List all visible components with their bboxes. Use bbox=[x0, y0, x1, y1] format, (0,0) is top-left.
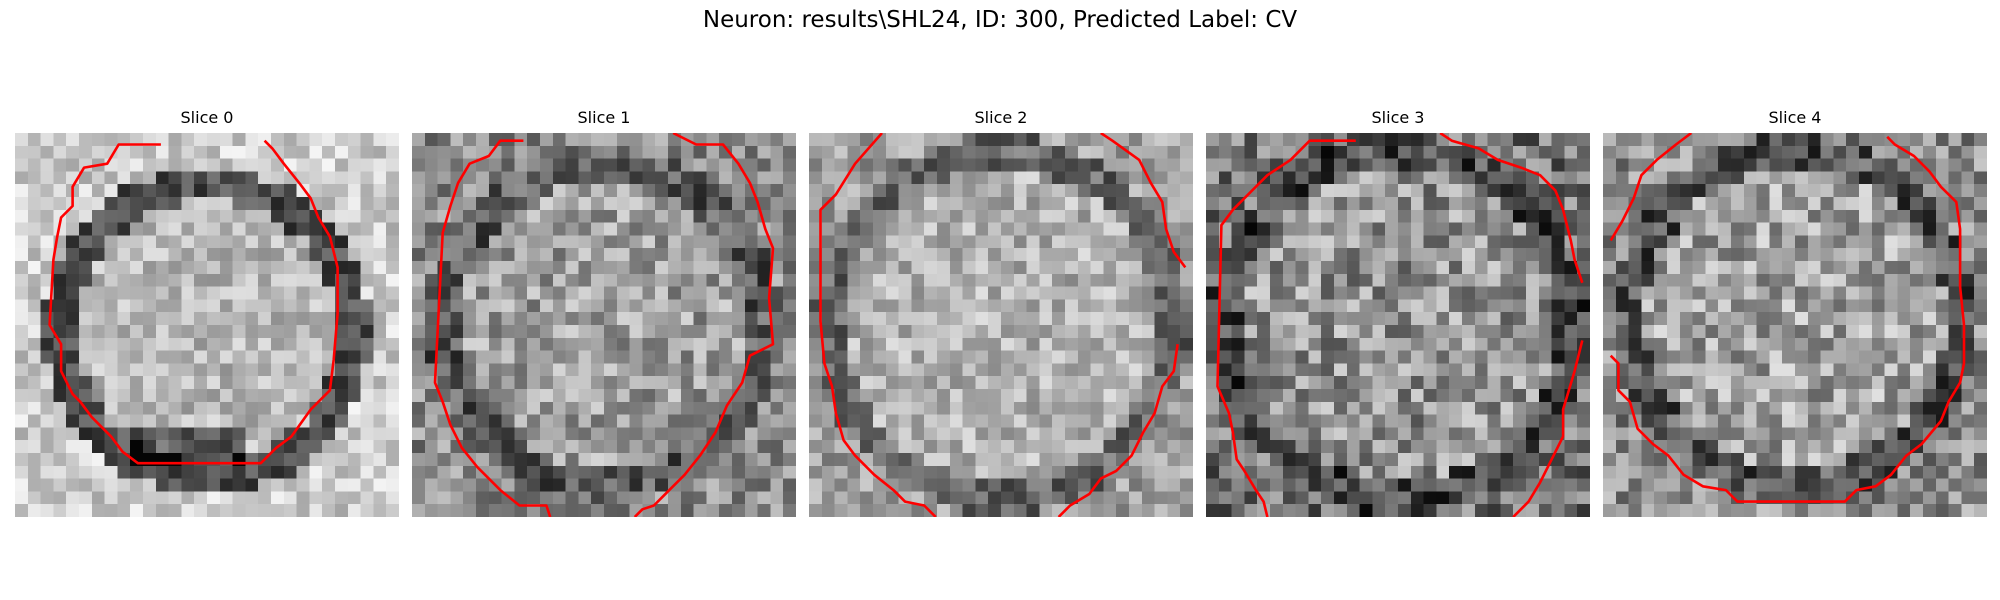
slice-4-contour-overlay bbox=[1609, 133, 1966, 503]
slice-0-title: Slice 0 bbox=[180, 108, 234, 127]
slice-3-contour-overlay bbox=[1216, 133, 1584, 517]
slice-0-contour-overlay bbox=[48, 139, 339, 465]
slice-1-contour bbox=[433, 133, 775, 517]
slice-3-title: Slice 3 bbox=[1371, 108, 1425, 127]
slice-3-image bbox=[1206, 133, 1590, 517]
slice-0-image bbox=[15, 133, 399, 517]
slice-2-contour bbox=[819, 133, 1187, 517]
slice-4-contour bbox=[1609, 133, 1966, 503]
slice-1-image bbox=[412, 133, 796, 517]
slice-2-title: Slice 2 bbox=[974, 108, 1028, 127]
slice-2-image bbox=[809, 133, 1193, 517]
slice-3-contour bbox=[1216, 133, 1584, 517]
slice-1-contour-overlay bbox=[433, 133, 775, 517]
slice-0-contour bbox=[48, 139, 339, 465]
figure-title: Neuron: results\SHL24, ID: 300, Predicte… bbox=[702, 7, 1298, 33]
slice-2-contour-overlay bbox=[819, 133, 1187, 517]
slice-1-title: Slice 1 bbox=[577, 108, 631, 127]
slice-4-title: Slice 4 bbox=[1768, 108, 1822, 127]
